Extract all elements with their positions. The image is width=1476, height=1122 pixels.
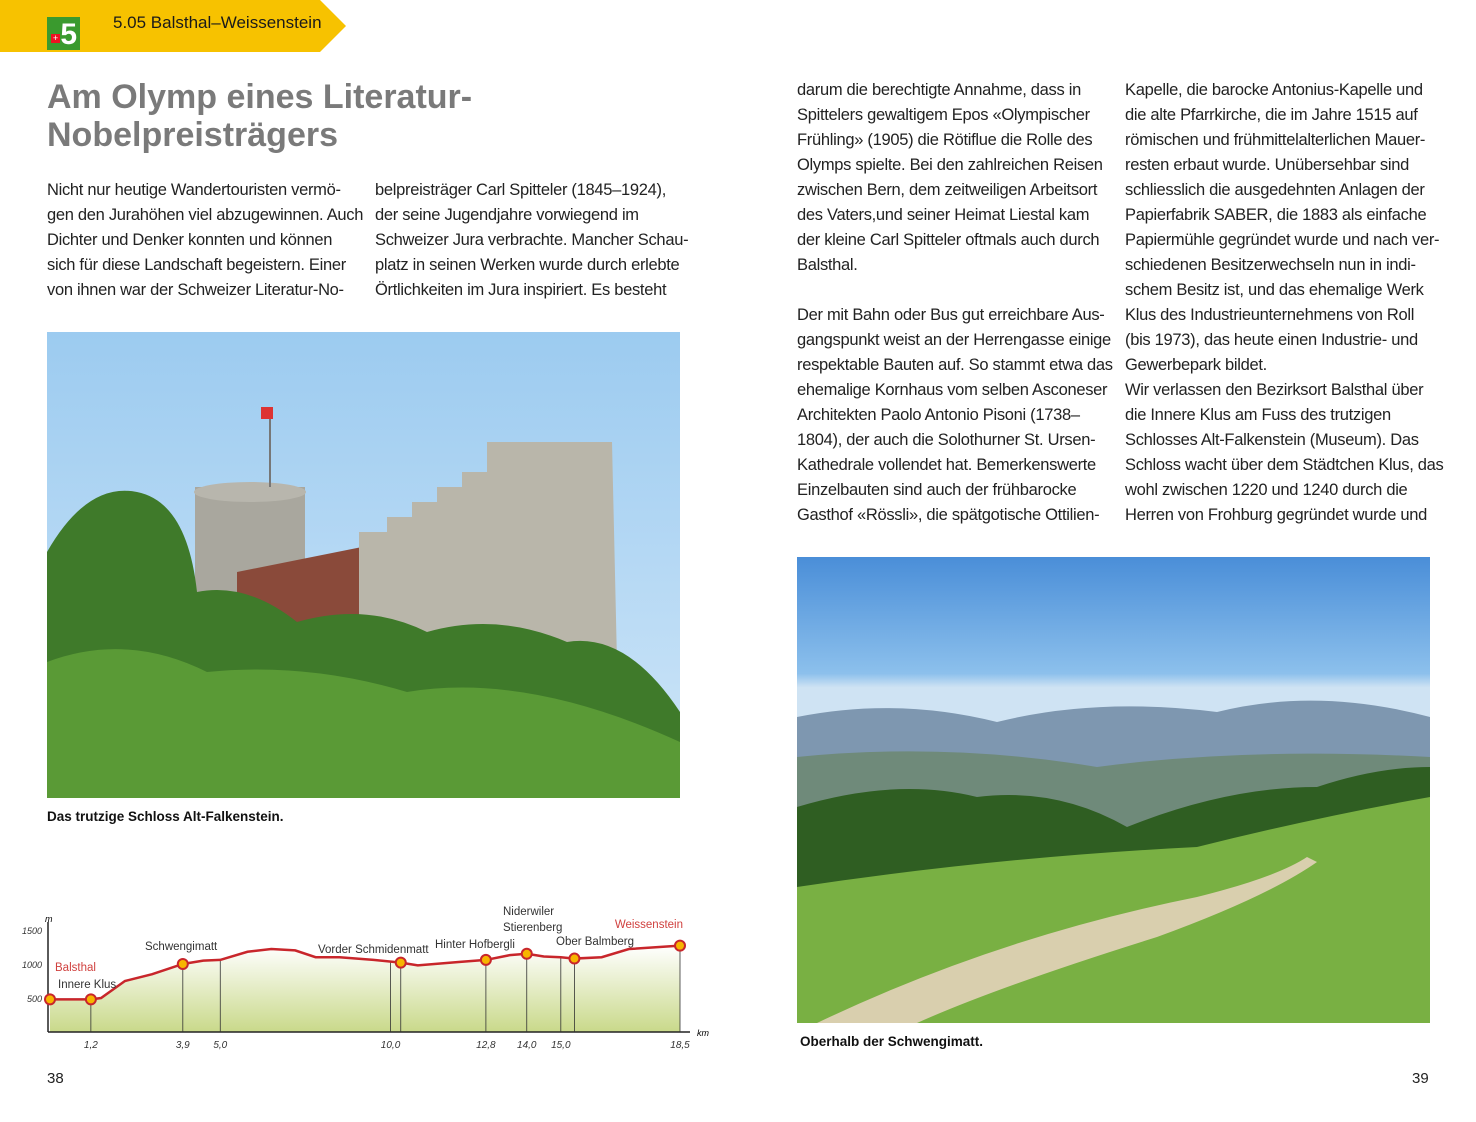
station-dot bbox=[176, 958, 189, 970]
text-line: sich für diese Landschaft begeistern. Ei… bbox=[47, 256, 346, 274]
station-label: Innere Klus bbox=[58, 979, 116, 991]
text-line: des Vaters,und seiner Heimat Liestal kam bbox=[797, 206, 1090, 224]
page-number-right: 39 bbox=[1412, 1070, 1429, 1087]
text-line: belpreisträger Carl Spitteler (1845–1924… bbox=[375, 181, 666, 199]
swiss-cross-icon: + bbox=[51, 33, 60, 43]
profile-line bbox=[50, 944, 681, 1001]
text-line: Schweizer Jura verbrachte. Mancher Schau… bbox=[375, 231, 689, 249]
text-line: Kathedrale vollendet hat. Bemerkenswerte bbox=[797, 456, 1096, 474]
station-label: Ober Balmberg bbox=[556, 936, 634, 948]
text-line: (bis 1973), das heute einen Industrie- u… bbox=[1125, 331, 1418, 349]
text-line: Herren von Frohburg gegründet wurde und bbox=[1125, 506, 1427, 524]
text-line: Klus des Industrieunternehmens von Roll bbox=[1125, 306, 1415, 324]
text-line: Schlosses Alt-Falkenstein (Museum). Das bbox=[1125, 431, 1419, 449]
text-line: resten erbaut wurde. Unübersehbar sind bbox=[1125, 156, 1409, 174]
text-line: darum die berechtigte Annahme, dass in bbox=[797, 81, 1081, 99]
text-line: zwischen Bern, dem zeitweiligen Arbeitso… bbox=[797, 181, 1098, 199]
station-label: Stierenberg bbox=[503, 922, 562, 934]
text-column-1: Nicht nur heutige Wandertouristen vermö-… bbox=[47, 178, 363, 303]
y-tick-label: 1000 bbox=[22, 960, 42, 970]
text-line: römischen und frühmittelalterlichen Maue… bbox=[1125, 131, 1426, 149]
x-tick-label: 14,0 bbox=[517, 1040, 537, 1050]
x-tick-label: 5,0 bbox=[213, 1040, 227, 1050]
station-dot bbox=[568, 952, 581, 965]
text-line: der seine Jugendjahre vorwiegend im bbox=[375, 206, 639, 224]
x-tick-label: 3,9 bbox=[176, 1040, 190, 1050]
text-line: Einzelbauten sind auch der frühbarocke bbox=[797, 481, 1077, 499]
text-line: Der mit Bahn oder Bus gut erreichbare Au… bbox=[797, 306, 1105, 324]
y-axis-label: m bbox=[45, 914, 53, 924]
text-line: Papierfabrik SABER, die 1883 als einfach… bbox=[1125, 206, 1427, 224]
text-line: gangspunkt weist an der Herrengasse eini… bbox=[797, 331, 1111, 349]
x-tick-label: 15,0 bbox=[551, 1040, 571, 1050]
text-line: Spittelers gewaltigem Epos «Olympischer bbox=[797, 106, 1090, 124]
text-line: Gasthof «Rössli», die spätgotische Ottil… bbox=[797, 506, 1100, 524]
station-label: Hinter Hofbergli bbox=[435, 939, 515, 951]
text-line: Gewerbepark bildet. bbox=[1125, 356, 1267, 374]
text-line: Olymps spielte. Bei den zahlreichen Reis… bbox=[797, 156, 1103, 174]
y-tick-label: 1500 bbox=[22, 926, 42, 936]
route-banner: +5 5.05 Balsthal–Weissenstein bbox=[0, 0, 348, 52]
x-tick-label: 12,8 bbox=[476, 1040, 496, 1050]
text-line: die alte Pfarrkirche, die im Jahre 1515 … bbox=[1125, 106, 1418, 124]
text-line: Kapelle, die barocke Antonius-Kapelle un… bbox=[1125, 81, 1423, 99]
text-line: Frühling» (1905) die Rötiflue die Rolle … bbox=[797, 131, 1093, 149]
station-label: Schwengimatt bbox=[145, 941, 218, 953]
x-tick-label: 1,2 bbox=[84, 1040, 98, 1050]
station-dot bbox=[84, 993, 97, 1006]
station-label: Niderwiler bbox=[503, 906, 554, 918]
station-dot bbox=[674, 939, 686, 952]
text-line: platz in seinen Werken wurde durch erleb… bbox=[375, 256, 680, 274]
text-column-4: Kapelle, die barocke Antonius-Kapelle un… bbox=[1125, 78, 1444, 528]
text-line: Nicht nur heutige Wandertouristen vermö- bbox=[47, 181, 341, 199]
title-line: Nobelpreisträgers bbox=[47, 116, 338, 154]
title-line: Am Olymp eines Literatur- bbox=[47, 78, 473, 116]
text-line: wohl zwischen 1220 und 1240 durch die bbox=[1125, 481, 1408, 499]
castle-caption: Das trutzige Schloss Alt-Falkenstein. bbox=[47, 809, 284, 824]
text-line: Balsthal. bbox=[797, 256, 858, 274]
route-title: 5.05 Balsthal–Weissenstein bbox=[113, 13, 322, 32]
station-dot bbox=[44, 993, 56, 1006]
station-label: Balsthal bbox=[55, 962, 96, 974]
text-line: Wir verlassen den Bezirksort Balsthal üb… bbox=[1125, 381, 1424, 399]
text-line: der kleine Carl Spitteler oftmals auch d… bbox=[797, 231, 1100, 249]
logo-number: 5 bbox=[60, 18, 77, 51]
station-label: Vorder Schmidenmatt bbox=[318, 944, 429, 956]
text-line: 1804), der auch die Solothurner St. Urse… bbox=[797, 431, 1096, 449]
x-axis-label: km bbox=[697, 1028, 710, 1038]
text-column-3: darum die berechtigte Annahme, dass in Sp… bbox=[797, 78, 1113, 528]
station-dot bbox=[520, 947, 533, 960]
x-tick-label: 10,0 bbox=[381, 1040, 401, 1050]
text-line: die Innere Klus am Fuss des trutzigen bbox=[1125, 406, 1391, 424]
meadow-caption: Oberhalb der Schwengimatt. bbox=[800, 1034, 984, 1049]
elevation-profile-chart: 1,2 3,9 5,0 10,0 12,8 14,0 15,0 18,5 1500 1000 500… bbox=[22, 906, 710, 1050]
text-line: gen den Jurahöhen viel abzugewinnen. Auc… bbox=[47, 206, 364, 224]
text-line: schem Besitz ist, und das ehemalige Werk bbox=[1125, 281, 1424, 299]
page-number-left: 38 bbox=[47, 1070, 64, 1087]
station-label: Weissenstein bbox=[615, 919, 683, 931]
text-line: Dichter und Denker konnten und können bbox=[47, 231, 333, 249]
text-line: Schloss wacht über dem Städtchen Klus, d… bbox=[1125, 456, 1444, 474]
text-line: schiedenen Besitzerwechseln nun in indi- bbox=[1125, 256, 1416, 274]
text-line bbox=[797, 278, 1113, 303]
station-dot bbox=[479, 953, 492, 966]
station-dot bbox=[394, 956, 407, 969]
meadow-photo bbox=[797, 557, 1430, 1023]
banner-arrow bbox=[0, 0, 346, 52]
y-tick-label: 500 bbox=[27, 994, 42, 1004]
text-line: ehemalige Kornhaus vom selben Asconeser bbox=[797, 381, 1108, 399]
x-tick-label: 18,5 bbox=[670, 1040, 690, 1050]
text-line: Architekten Paolo Antonio Pisoni (1738– bbox=[797, 406, 1080, 424]
text-line: Örtlichkeiten im Jura inspiriert. Es bes… bbox=[375, 281, 667, 299]
profile-area bbox=[50, 945, 680, 1032]
article-title: Am Olymp eines Literatur- Nobelpreisträge… bbox=[47, 78, 507, 154]
text-line: respektable Bauten auf. So stammt etwa d… bbox=[797, 356, 1113, 374]
text-line: Papiermühle gegründet wurde und nach ver… bbox=[1125, 231, 1440, 249]
stage-logo: +5 bbox=[47, 17, 80, 50]
castle-photo bbox=[47, 332, 680, 798]
text-line: von ihnen war der Schweizer Literatur-No… bbox=[47, 281, 344, 299]
text-line: schliesslich die ausgedehnten Anlagen de… bbox=[1125, 181, 1425, 199]
text-column-2: belpreisträger Carl Spitteler (1845–1924… bbox=[375, 178, 689, 303]
